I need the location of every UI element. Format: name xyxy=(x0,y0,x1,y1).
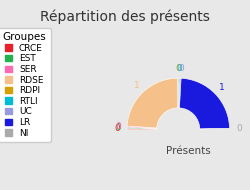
Wedge shape xyxy=(200,128,230,129)
Wedge shape xyxy=(127,128,157,129)
Wedge shape xyxy=(179,78,181,108)
Text: 0: 0 xyxy=(115,123,121,132)
Text: 1: 1 xyxy=(219,83,225,92)
Text: Répartition des présents: Répartition des présents xyxy=(40,10,210,24)
Text: 1: 1 xyxy=(134,81,140,90)
Wedge shape xyxy=(178,78,180,108)
Text: 0: 0 xyxy=(236,124,242,133)
Wedge shape xyxy=(127,78,178,128)
Text: 0: 0 xyxy=(115,122,121,131)
Text: Présents: Présents xyxy=(166,146,211,156)
Legend: CRCE, EST, SER, RDSE, RDPI, RTLI, UC, LR, NI: CRCE, EST, SER, RDSE, RDPI, RTLI, UC, LR… xyxy=(0,28,51,142)
Wedge shape xyxy=(127,127,157,129)
Text: 0: 0 xyxy=(178,64,184,74)
Wedge shape xyxy=(178,78,179,108)
Wedge shape xyxy=(127,126,157,128)
Text: 0: 0 xyxy=(176,64,181,73)
Text: 0: 0 xyxy=(177,64,182,73)
Text: 0: 0 xyxy=(115,124,120,133)
Wedge shape xyxy=(180,78,230,129)
